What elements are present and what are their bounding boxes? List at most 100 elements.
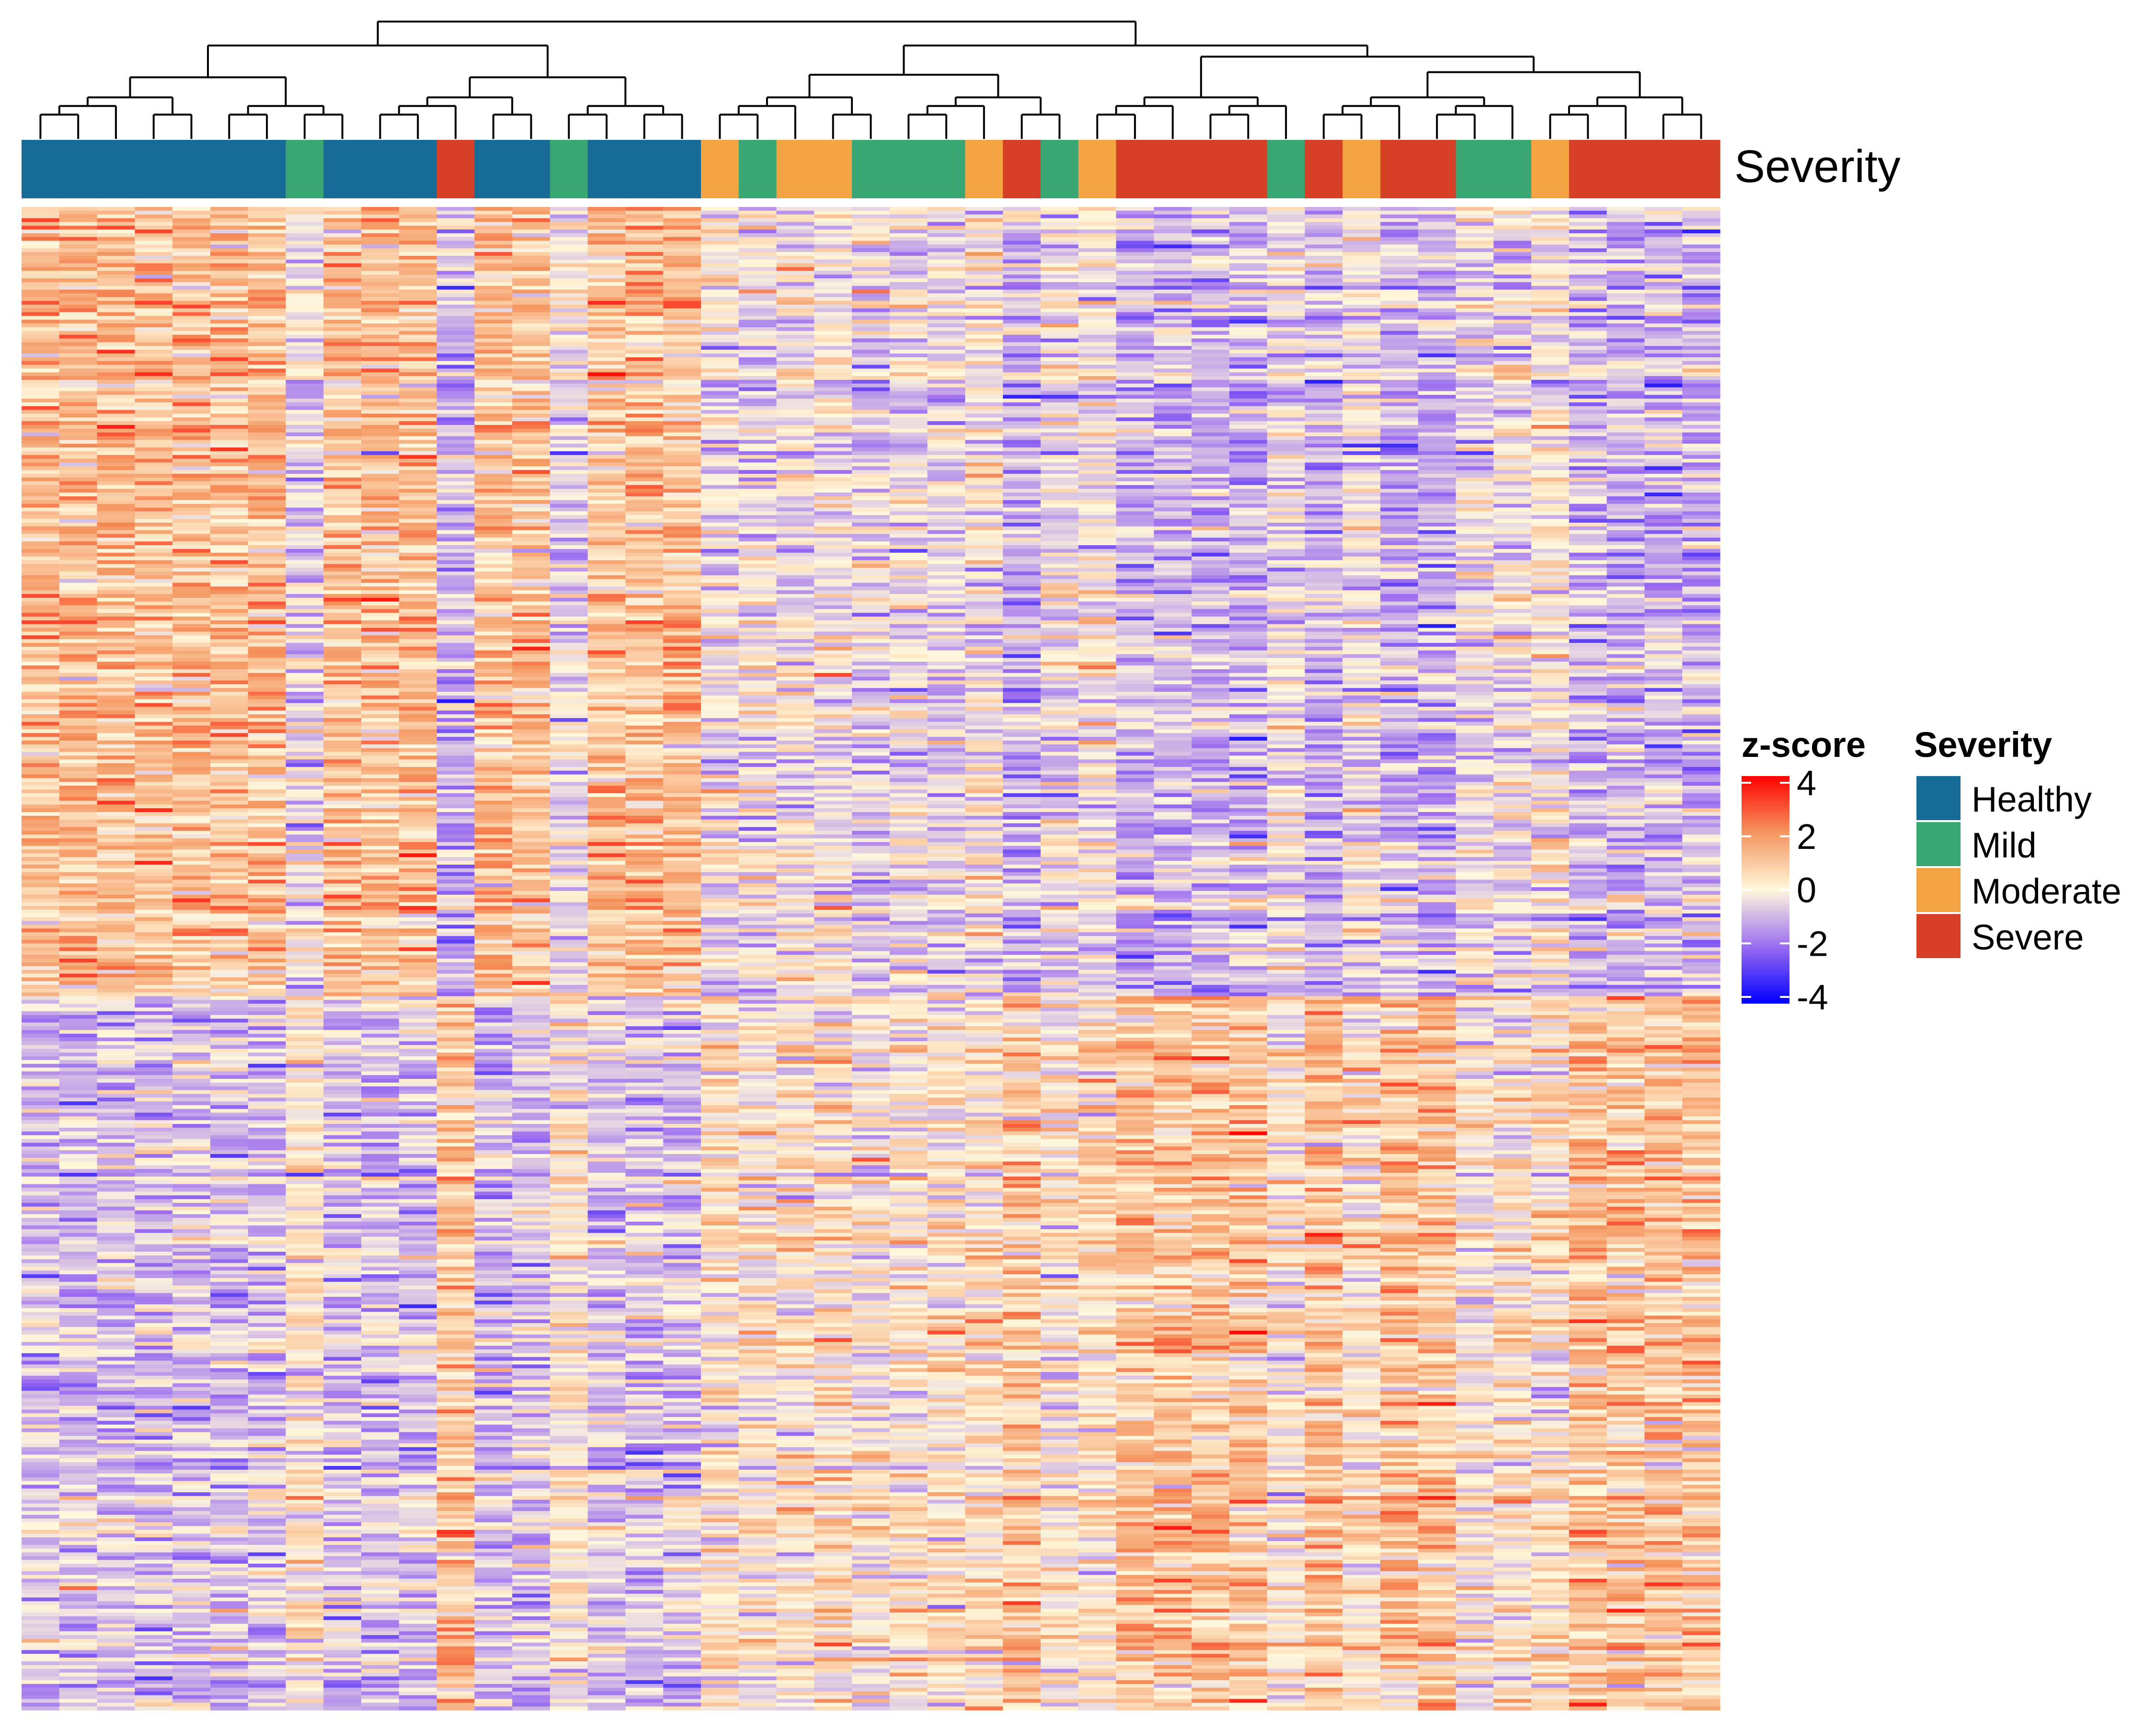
heatmap-cell (248, 402, 286, 406)
heatmap-cell (777, 248, 814, 252)
heatmap-cell (361, 248, 399, 252)
heatmap-cell (1267, 368, 1305, 372)
heatmap-cell (739, 575, 777, 579)
heatmap-cell (172, 327, 210, 331)
heatmap-cell (1267, 207, 1305, 211)
heatmap-cell (928, 523, 965, 526)
heatmap-cell (1154, 560, 1192, 564)
heatmap-cell (1607, 316, 1645, 320)
heatmap-cell (97, 215, 135, 218)
heatmap-cell (1041, 339, 1078, 343)
heatmap-cell (1229, 496, 1267, 500)
heatmap-cell (1229, 511, 1267, 515)
heatmap-cell (965, 545, 1003, 549)
heatmap-cell (1456, 526, 1494, 530)
heatmap-cell (399, 538, 437, 541)
heatmap-cell (135, 395, 172, 399)
heatmap-cell (323, 274, 361, 278)
heatmap-cell (1418, 260, 1456, 263)
heatmap-cell (1229, 274, 1267, 278)
heatmap-cell (1041, 263, 1078, 267)
heatmap-cell (1267, 451, 1305, 455)
heatmap-cell (814, 575, 852, 579)
heatmap-cell (1229, 335, 1267, 339)
heatmap-cell (248, 241, 286, 245)
heatmap-cell (1342, 549, 1380, 553)
heatmap-cell (1493, 346, 1531, 350)
heatmap-cell (323, 594, 361, 598)
heatmap-cell (928, 489, 965, 492)
heatmap-cell (1305, 579, 1342, 583)
heatmap-cell (323, 511, 361, 515)
heatmap-cell (965, 380, 1003, 384)
heatmap-cell (1305, 470, 1342, 474)
heatmap-cell (1229, 538, 1267, 541)
heatmap-cell (1116, 233, 1154, 237)
heatmap-cell (814, 237, 852, 241)
heatmap-cell (512, 226, 550, 229)
heatmap-cell (59, 511, 97, 515)
heatmap-cell (474, 478, 512, 481)
heatmap-cell (135, 380, 172, 384)
heatmap-cell (1607, 342, 1645, 346)
heatmap-cell (1682, 215, 1720, 218)
heatmap-cell (210, 496, 248, 500)
heatmap-cell (248, 440, 286, 444)
heatmap-cell (814, 365, 852, 368)
heatmap-cell (1682, 572, 1720, 575)
heatmap-cell (172, 339, 210, 343)
heatmap-cell (22, 207, 59, 211)
heatmap-cell (97, 572, 135, 575)
heatmap-cell (59, 215, 97, 218)
heatmap-cell (1682, 602, 1720, 606)
heatmap-cell (22, 410, 59, 414)
heatmap-cell (323, 447, 361, 451)
heatmap-cell (852, 222, 890, 226)
heatmap-cell (625, 586, 663, 590)
heatmap-cell (399, 444, 437, 447)
heatmap-cell (1493, 218, 1531, 222)
heatmap-cell (286, 406, 323, 410)
heatmap-cell (474, 594, 512, 598)
heatmap-cell (286, 229, 323, 233)
heatmap-cell (890, 489, 928, 492)
heatmap-cell (361, 399, 399, 402)
heatmap-cell (852, 440, 890, 444)
heatmap-cell (1154, 492, 1192, 496)
heatmap-cell (22, 368, 59, 372)
heatmap-cell (22, 433, 59, 436)
heatmap-cell (777, 447, 814, 451)
heatmap-cell (1192, 346, 1229, 350)
heatmap-cell (1456, 594, 1494, 598)
heatmap-cell (1342, 436, 1380, 440)
heatmap-cell (550, 459, 588, 463)
heatmap-cell (474, 357, 512, 361)
heatmap-cell (1380, 237, 1418, 241)
heatmap-cell (1116, 361, 1154, 365)
heatmap-cell (1380, 557, 1418, 560)
heatmap-cell (1682, 365, 1720, 368)
heatmap-cell (1531, 447, 1569, 451)
heatmap-cell (210, 229, 248, 233)
heatmap-cell (1682, 519, 1720, 523)
heatmap-cell (550, 575, 588, 579)
heatmap-cell (1154, 267, 1192, 271)
heatmap-cell (1418, 572, 1456, 575)
heatmap-cell (1192, 485, 1229, 489)
heatmap-cell (739, 395, 777, 399)
heatmap-cell (1682, 545, 1720, 549)
heatmap-cell (286, 579, 323, 583)
heatmap-cell (399, 346, 437, 350)
heatmap-cell (1041, 447, 1078, 451)
heatmap-cell (965, 440, 1003, 444)
heatmap-cell (777, 440, 814, 444)
heatmap-cell (1569, 327, 1607, 331)
heatmap-cell (739, 354, 777, 357)
heatmap-cell (777, 564, 814, 568)
heatmap-cell (135, 534, 172, 538)
heatmap-cell (777, 339, 814, 343)
heatmap-cell (550, 429, 588, 433)
heatmap-cell (399, 399, 437, 402)
heatmap-cell (1531, 248, 1569, 252)
heatmap-cell (1493, 606, 1531, 609)
